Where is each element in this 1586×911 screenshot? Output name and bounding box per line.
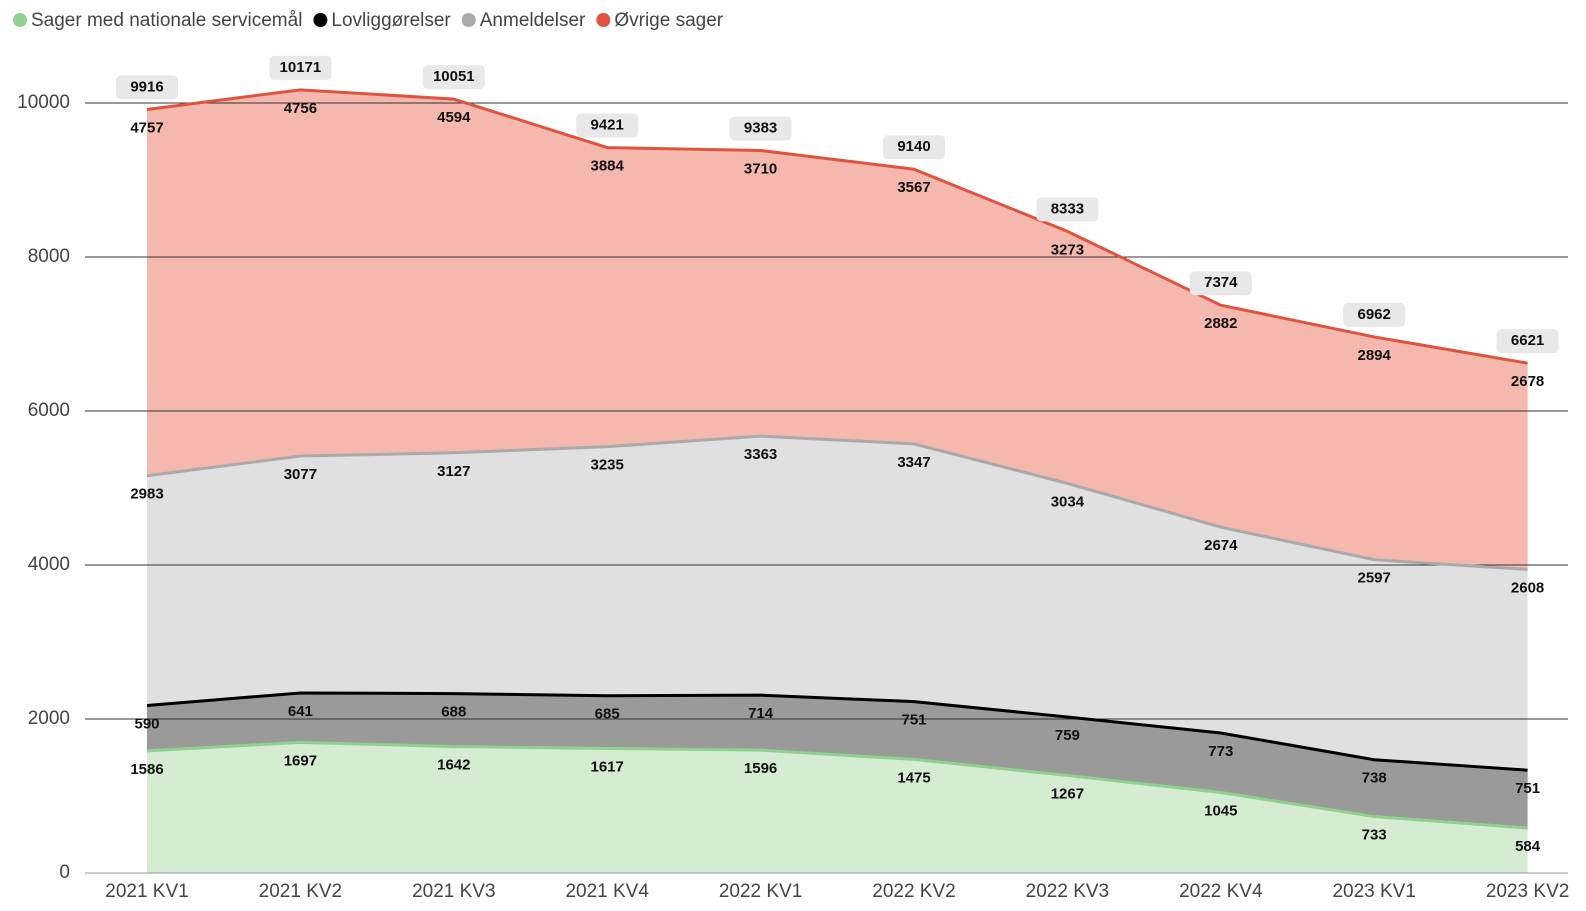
total-label: 9140 [897, 138, 930, 155]
data-label: 688 [441, 704, 466, 721]
data-label: 2597 [1358, 570, 1391, 587]
series-line [146, 740, 1528, 830]
y-tick-label: 0 [59, 862, 70, 883]
x-tick-label: 2022 KV2 [872, 881, 955, 902]
data-label: 1596 [744, 760, 777, 777]
x-tick-label: 2021 KV3 [412, 881, 495, 902]
data-label: 1642 [437, 757, 470, 774]
legend: Sager med nationale servicemål Lovliggøre… [13, 10, 724, 31]
data-label: 2678 [1511, 373, 1544, 390]
y-tick-label: 6000 [28, 400, 70, 421]
total-box [1343, 302, 1406, 327]
total-label: 6621 [1511, 332, 1544, 349]
y-tick-label: 4000 [28, 554, 70, 575]
x-tick-label: 2022 KV1 [719, 881, 802, 902]
area [147, 692, 1528, 829]
data-label: 773 [1208, 743, 1233, 760]
legend-marker [461, 13, 476, 27]
y-tick-label: 10000 [17, 92, 70, 113]
data-label: 1697 [284, 752, 317, 769]
total-box [1189, 271, 1252, 296]
x-tick-label: 2021 KV2 [259, 881, 342, 902]
total-label: 9383 [744, 119, 777, 136]
data-label: 641 [288, 703, 313, 720]
data-label: 3273 [1051, 241, 1084, 258]
legend-marker [13, 13, 27, 27]
series-line [146, 434, 1528, 571]
total-label: 10051 [433, 68, 475, 85]
x-tick-label: 2023 KV1 [1332, 881, 1415, 902]
data-label: 1586 [130, 761, 163, 778]
area [147, 742, 1528, 873]
x-tick-label: 2023 KV2 [1486, 881, 1569, 902]
data-label: 2894 [1358, 347, 1392, 364]
data-label: 685 [595, 706, 620, 723]
x-tick-label: 2021 KV4 [565, 881, 649, 902]
y-tick-label: 2000 [28, 708, 70, 729]
data-label: 751 [901, 712, 926, 729]
data-label: 738 [1362, 770, 1387, 787]
data-label: 714 [748, 705, 774, 722]
series-line [146, 691, 1528, 772]
legend-label: Lovliggørelser [331, 10, 451, 31]
data-label: 759 [1055, 727, 1080, 744]
total-box [576, 113, 639, 138]
total-label: 9916 [130, 78, 163, 95]
x-tick-label: 2022 KV4 [1179, 881, 1263, 902]
data-label: 3034 [1051, 493, 1085, 510]
data-label: 590 [134, 715, 159, 732]
data-label: 584 [1515, 838, 1541, 855]
x-tick-label: 2022 KV3 [1026, 881, 1109, 902]
total-label: 10171 [280, 59, 322, 76]
data-label: 3347 [897, 454, 930, 471]
area [147, 436, 1528, 771]
total-box [1496, 329, 1559, 354]
legend-label: Øvrige sager [614, 10, 723, 31]
series-line [146, 88, 1528, 365]
data-label: 1617 [591, 758, 624, 775]
total-box [1036, 197, 1099, 222]
data-label: 2882 [1204, 315, 1237, 332]
data-label: 3363 [744, 446, 777, 463]
total-label: 8333 [1051, 200, 1084, 217]
data-label: 733 [1362, 827, 1387, 844]
data-label: 4756 [284, 100, 317, 117]
total-box [116, 75, 178, 100]
x-tick-label: 2021 KV1 [105, 881, 188, 902]
data-label: 1045 [1204, 803, 1237, 820]
total-label: 9421 [591, 117, 624, 134]
data-label: 3235 [591, 457, 624, 474]
total-box [269, 55, 332, 80]
total-box [729, 116, 792, 141]
data-label: 751 [1515, 780, 1540, 797]
data-label: 2983 [130, 486, 163, 503]
data-label: 3077 [284, 466, 317, 483]
data-label: 3884 [591, 158, 625, 175]
data-label: 1267 [1051, 785, 1084, 802]
data-label: 4757 [130, 119, 163, 136]
area [147, 89, 1528, 570]
data-label: 3567 [897, 179, 930, 196]
legend-label: Anmeldelser [480, 10, 586, 31]
legend-marker [596, 13, 611, 27]
data-label: 3127 [437, 463, 470, 480]
data-label: 2674 [1204, 537, 1238, 554]
total-box [422, 65, 485, 90]
data-label: 1475 [897, 769, 930, 786]
data-label: 2608 [1511, 579, 1544, 596]
data-label: 4594 [437, 109, 471, 126]
total-label: 6962 [1358, 306, 1391, 323]
total-label: 7374 [1204, 274, 1238, 291]
legend-label: Sager med nationale servicemål [31, 10, 302, 31]
total-box [883, 135, 945, 160]
y-tick-label: 8000 [28, 246, 70, 267]
legend-marker [313, 13, 328, 27]
data-label: 3710 [744, 160, 777, 177]
